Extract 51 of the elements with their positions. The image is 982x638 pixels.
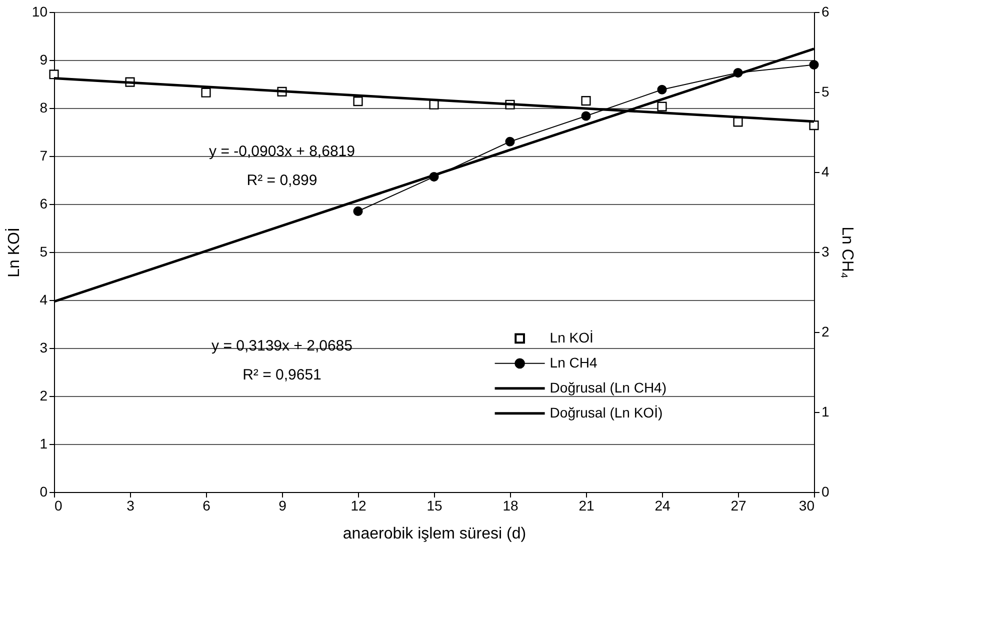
y-tick-label: 7 (40, 148, 48, 164)
annotation: y = -0,0903x + 8,6819 (209, 143, 355, 160)
point (49, 70, 59, 80)
point (657, 84, 667, 94)
x-tick-label: 9 (278, 498, 287, 514)
x-tick-label: 21 (578, 498, 594, 514)
legend-label: Ln KOİ (550, 329, 594, 346)
annotation: R² = 0,899 (246, 172, 318, 189)
y-tick-label: 0 (40, 484, 48, 500)
point (429, 100, 439, 110)
y2-tick-label: 6 (822, 4, 830, 20)
point (657, 102, 667, 112)
x-tick-label: 27 (730, 498, 746, 514)
y2-tick-label: 5 (822, 84, 830, 100)
annotation: R² = 0,9651 (242, 366, 322, 384)
point (809, 60, 819, 70)
y-tick-label: 10 (32, 4, 48, 20)
y2-tick-label: 2 (822, 324, 830, 340)
y2-axis-title: Ln CH₄ (838, 226, 856, 278)
y-tick-label: 6 (40, 196, 48, 212)
point (353, 96, 363, 106)
x-tick-label: 30 (798, 498, 815, 514)
y-tick-label: 2 (40, 388, 48, 404)
y-tick-label: 8 (40, 100, 48, 116)
point (809, 120, 819, 130)
legend-label: Doğrusal (Ln KOİ) (550, 404, 663, 420)
x-tick-label: 6 (202, 498, 211, 514)
point (201, 88, 211, 98)
point (581, 111, 591, 121)
y2-tick-label: 1 (822, 404, 830, 420)
y2-tick-label: 0 (822, 484, 830, 500)
point (581, 96, 591, 106)
x-tick-label: 18 (502, 498, 518, 514)
point (353, 206, 363, 216)
y-tick-label: 4 (40, 292, 48, 308)
y-tick-label: 1 (40, 436, 48, 452)
x-tick-label: 12 (350, 498, 366, 514)
y-tick-label: 3 (40, 340, 48, 356)
point (505, 136, 515, 146)
legend-label: Ln CH4 (550, 354, 598, 370)
x-tick-label: 24 (654, 498, 670, 514)
x-axis-title: anaerobik işlem süresi (d) (342, 526, 526, 542)
x-tick-label: 3 (126, 498, 135, 514)
y-tick-label: 5 (40, 244, 48, 260)
y2-tick-label: 3 (822, 244, 830, 260)
y-axis-title: Ln KOİ (4, 228, 23, 278)
legend-label: Doğrusal (Ln CH4) (550, 379, 667, 396)
x-tick-label: 0 (54, 498, 62, 514)
y-tick-label: 9 (40, 52, 48, 68)
x-tick-label: 15 (426, 498, 442, 514)
y2-tick-label: 4 (822, 164, 830, 180)
